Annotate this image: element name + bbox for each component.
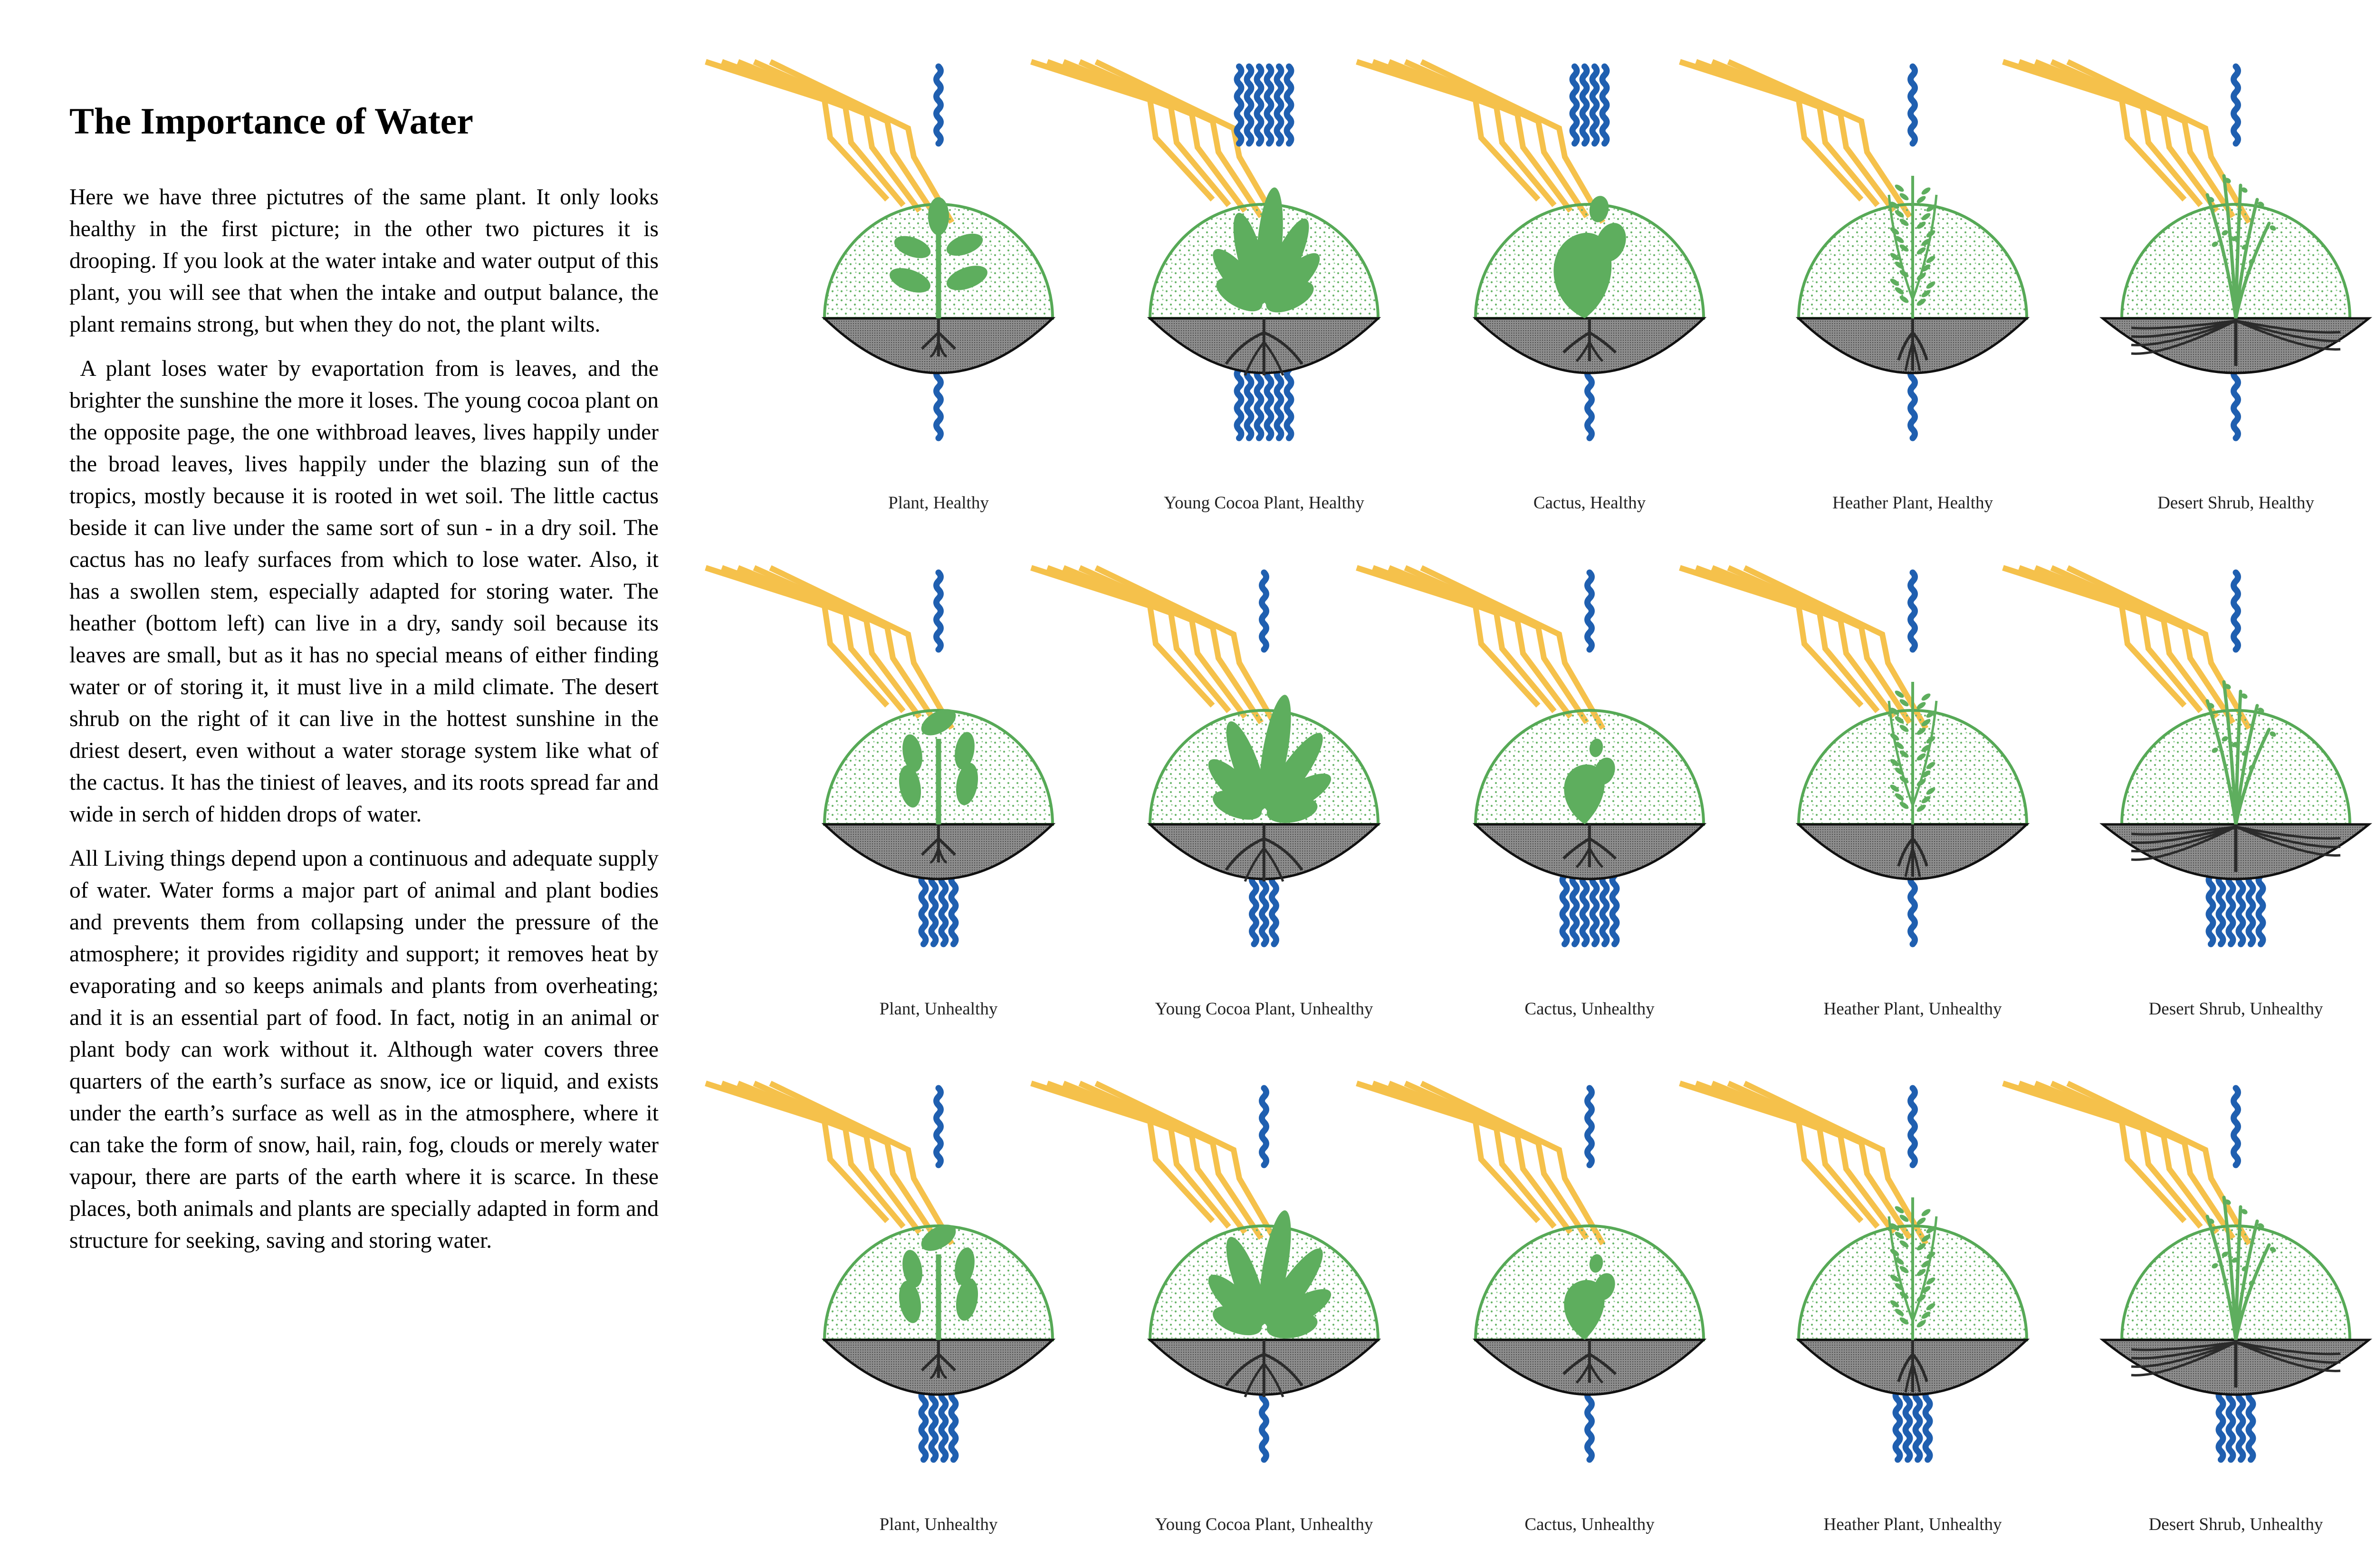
panel-caption: Cactus, Unhealthy	[1524, 1515, 1655, 1534]
roots	[1562, 824, 1617, 868]
sunlight-rays	[2002, 59, 2252, 224]
diagram-panel: Young Cocoa Plant, Unhealthy	[1030, 565, 1381, 1019]
cocoa-unhealthy-illustration	[1208, 695, 1332, 882]
roots	[920, 318, 957, 358]
diagram-panel: Plant, Unhealthy	[705, 565, 1056, 1019]
cactus-unhealthy-illustration	[1562, 738, 1617, 868]
water-output-strands	[1584, 569, 1595, 653]
diagram-panel: Heather Plant, Unhealthy	[1679, 1080, 2030, 1534]
heather-unhealthy-illustration	[1887, 1197, 1938, 1393]
roots	[1897, 318, 1928, 371]
panel-caption: Plant, Healthy	[888, 493, 989, 513]
shrub-unhealthy-illustration	[2131, 680, 2341, 872]
shrub-unhealthy-illustration	[2131, 1195, 2341, 1387]
diagram-panel: Cactus, Unhealthy	[1356, 1080, 1707, 1534]
diagram-panel: Cactus, Unhealthy	[1356, 565, 1707, 1019]
panel-caption: Cactus, Unhealthy	[1524, 999, 1655, 1019]
cocoa-unhealthy-illustration	[1208, 1210, 1332, 1397]
cactus-unhealthy-illustration	[1562, 1254, 1617, 1384]
sunlight-rays	[705, 1080, 955, 1246]
water-output-strands	[1907, 569, 1918, 653]
sunlight-rays	[705, 59, 955, 224]
roots	[1225, 318, 1303, 376]
cactus-healthy-illustration	[1553, 196, 1626, 362]
water-output-strands	[1584, 1085, 1595, 1168]
diagram-panel: Heather Plant, Healthy	[1679, 59, 2030, 513]
roots	[2131, 824, 2341, 872]
water-output-strands	[1907, 1085, 1918, 1168]
water-output-strands	[1259, 1085, 1269, 1168]
article-text: The Importance of Water Here we have thr…	[69, 100, 659, 1269]
sunlight-rays	[1030, 1080, 1280, 1246]
sunlight-rays	[1679, 565, 1929, 730]
plant-unhealthy-illustration	[899, 1224, 978, 1379]
diagram-panel: Desert Shrub, Unhealthy	[2002, 1080, 2372, 1534]
panel-caption: Plant, Unhealthy	[880, 1515, 998, 1534]
paragraph-intro: Here we have three pictutres of the same…	[69, 185, 659, 337]
plant-unhealthy-illustration	[899, 709, 978, 864]
sunlight-rays	[1679, 59, 1913, 219]
sunlight-rays	[1356, 565, 1606, 730]
water-output-strands	[933, 63, 944, 147]
panel-caption: Cactus, Healthy	[1533, 493, 1646, 513]
water-output-strands	[933, 1085, 944, 1168]
diagram-panel: Young Cocoa Plant, Unhealthy	[1030, 1080, 1381, 1534]
panel-caption: Plant, Unhealthy	[880, 999, 998, 1019]
roots	[1897, 824, 1928, 877]
sunlight-rays	[1356, 1080, 1606, 1246]
diagram-panel: Desert Shrub, Unhealthy	[2002, 565, 2372, 1019]
panel-caption: Desert Shrub, Unhealthy	[2149, 999, 2323, 1019]
paragraph-living-things: All Living things depend upon a continuo…	[69, 846, 659, 1253]
roots	[920, 824, 957, 864]
water-output-strands	[2231, 1085, 2241, 1168]
paragraph-evaporation: A plant loses water by evaportation from…	[69, 356, 659, 827]
diagram-panel: Cactus, Healthy	[1356, 59, 1707, 513]
diagram-panel: Plant, Healthy	[705, 59, 1056, 513]
panel-caption: Desert Shrub, Healthy	[2157, 493, 2314, 513]
roots	[1225, 1340, 1303, 1397]
panel-caption: Heather Plant, Healthy	[1832, 493, 1993, 513]
sunlight-rays	[2002, 1080, 2252, 1246]
page-title: The Importance of Water	[69, 100, 473, 142]
panel-caption: Desert Shrub, Unhealthy	[2149, 1515, 2323, 1534]
roots	[1225, 824, 1303, 882]
water-output-strands	[1234, 63, 1294, 147]
roots	[2131, 1340, 2341, 1387]
water-output-strands	[933, 569, 944, 653]
water-intake-strands	[918, 864, 959, 947]
diagram-panel: Plant, Unhealthy	[705, 1080, 1056, 1534]
sunlight-rays	[705, 565, 955, 730]
panels-layer: Plant, Healthy Young Cocoa Plant, Healthy…	[705, 59, 2372, 1534]
plant-healthy-illustration	[890, 197, 987, 358]
cocoa-healthy-illustration	[1213, 187, 1320, 376]
roots	[1562, 1340, 1617, 1384]
sunlight-rays	[1356, 59, 1606, 224]
water-output-strands	[1569, 63, 1610, 147]
roots	[920, 1340, 957, 1379]
water-output-strands	[2231, 569, 2241, 653]
panel-caption: Young Cocoa Plant, Unhealthy	[1155, 1515, 1373, 1534]
diagram-panel: Heather Plant, Unhealthy	[1679, 565, 2030, 1019]
panel-caption: Young Cocoa Plant, Healthy	[1164, 493, 1364, 513]
sunlight-rays	[1679, 1080, 1929, 1246]
sunlight-rays	[2002, 565, 2252, 730]
panel-caption: Heather Plant, Unhealthy	[1823, 1515, 2002, 1534]
roots	[2131, 318, 2341, 366]
shrub-healthy-illustration	[2131, 174, 2341, 366]
diagram-panel: Young Cocoa Plant, Healthy	[1030, 59, 1381, 513]
roots	[1897, 1340, 1928, 1393]
heather-unhealthy-illustration	[1887, 682, 1938, 877]
panel-caption: Heather Plant, Unhealthy	[1823, 999, 2002, 1019]
diagram-panel: Desert Shrub, Healthy	[2002, 59, 2372, 513]
heather-healthy-illustration	[1887, 176, 1938, 371]
water-output-strands	[1259, 569, 1269, 653]
water-intake-strands	[2205, 864, 2266, 947]
roots	[1562, 318, 1617, 362]
water-output-strands	[2231, 63, 2241, 147]
water-output-strands	[1907, 63, 1918, 147]
panel-caption: Young Cocoa Plant, Unhealthy	[1155, 999, 1373, 1019]
sunlight-rays	[1030, 565, 1280, 730]
